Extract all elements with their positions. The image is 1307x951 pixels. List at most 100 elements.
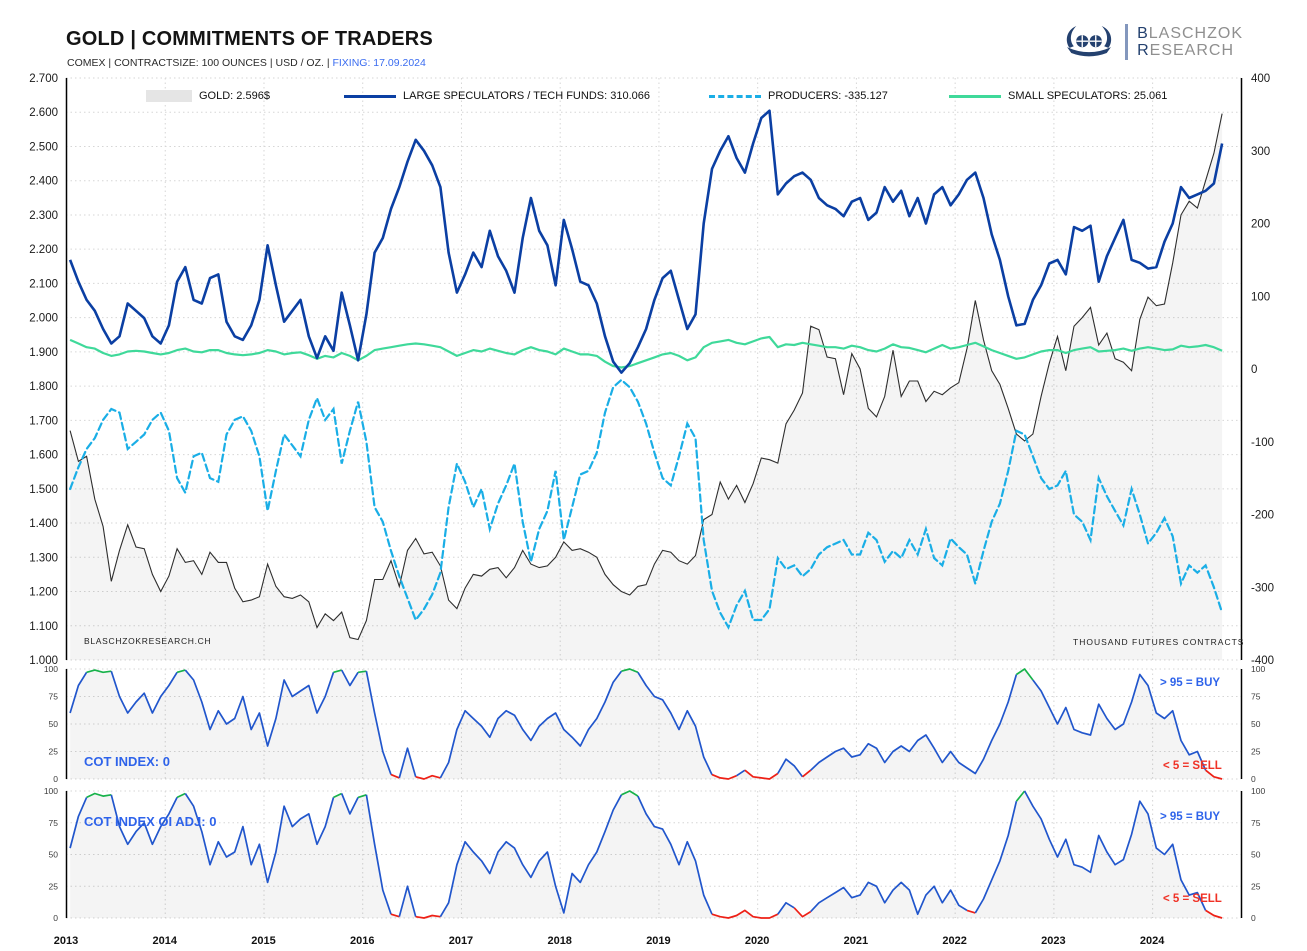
cot-line-segment <box>357 793 367 799</box>
axis-tick-label: 25 <box>49 881 59 891</box>
cot-line-segment <box>1205 769 1223 780</box>
subtitle-text: COMEX | CONTRACTSIZE: 100 OUNCES | USD /… <box>67 57 333 69</box>
cot-line-segment <box>810 881 968 916</box>
legend-item-large-specs: LARGE SPECULATORS / TECH FUNDS: 310.066 <box>344 89 650 103</box>
axis-tick-label: 1.400 <box>29 518 58 530</box>
axis-tick-label: 1.200 <box>29 587 58 599</box>
gold-area <box>70 113 1223 661</box>
producers-dashed-swatch <box>709 94 761 98</box>
axis-tick-label: 50 <box>49 850 59 860</box>
cot-line-segment <box>439 670 623 779</box>
right-axis-unit-note: THOUSAND FUTURES CONTRACTS <box>1073 637 1245 647</box>
axis-tick-label: 2023 <box>1041 935 1065 947</box>
subtitle: COMEX | CONTRACTSIZE: 100 OUNCES | USD /… <box>67 57 426 69</box>
logo-line1-cap: B <box>1137 25 1149 42</box>
cot-line-segment <box>966 909 976 914</box>
axis-tick-label: 25 <box>1251 747 1261 757</box>
axis-tick-label: 0 <box>1251 774 1256 784</box>
axis-tick-label: 1.300 <box>29 552 58 564</box>
cot-index-sell-threshold-label: < 5 = SELL <box>1163 760 1222 772</box>
logo-line1: LASCHZOK <box>1148 25 1243 42</box>
large-specs-line <box>68 109 1224 374</box>
logo-text: BLASCHZOK RESEARCH <box>1137 25 1243 59</box>
cot-line-segment <box>777 758 804 778</box>
logo-divider <box>1125 24 1129 60</box>
fixing-date: FIXING: 17.09.2024 <box>332 57 426 69</box>
axis-tick-label: 1.600 <box>29 450 58 462</box>
legend-label-producers: PRODUCERS: -335.127 <box>768 90 888 102</box>
cot-line-segment <box>793 907 812 918</box>
axis-tick-label: 2014 <box>152 935 177 947</box>
cot-line-segment <box>69 797 88 849</box>
cot-line-segment <box>365 794 392 915</box>
cot-line-segment <box>184 793 335 884</box>
cot-index-oi-adj-label: COT INDEX OI ADJ: 0 <box>84 814 217 829</box>
axis-tick-label: 2.600 <box>29 107 58 119</box>
cot-line-segment <box>1015 668 1034 681</box>
axis-tick-label: 100 <box>44 664 58 674</box>
cot-line-segment <box>333 792 343 799</box>
large-specs-line-swatch <box>344 94 396 98</box>
axis-tick-label: 2018 <box>547 935 571 947</box>
axis-tick-label: -200 <box>1251 510 1274 522</box>
small-specs-line <box>69 335 1223 369</box>
axis-tick-label: 2019 <box>646 935 670 947</box>
cot-line-segment <box>974 801 1018 914</box>
cot-line-segment <box>777 901 795 915</box>
watermark: BLASCHZOKRESEARCH.CH <box>84 636 212 646</box>
cot-oi-buy-threshold-label: > 95 = BUY <box>1160 811 1221 823</box>
cot-line-segment <box>86 669 112 674</box>
cot-area <box>70 791 1223 918</box>
cot-line-segment <box>711 909 779 919</box>
cot-line-segment <box>184 669 335 747</box>
axis-tick-label: 75 <box>49 692 59 702</box>
axis-tick-label: 75 <box>49 818 59 828</box>
axis-tick-label: 1.000 <box>29 655 58 667</box>
logo-line2-cap: R <box>1137 42 1150 59</box>
cot-line-segment <box>69 671 88 714</box>
axis-tick-label: 0 <box>1251 364 1257 376</box>
logo-line2: ESEARCH <box>1149 42 1234 59</box>
axis-tick-label: 75 <box>1251 692 1261 702</box>
cot-line-segment <box>86 792 112 799</box>
cot-line-segment <box>637 671 713 775</box>
axis-tick-label: 50 <box>49 719 59 729</box>
axis-tick-label: 2024 <box>1140 935 1165 947</box>
axis-tick-label: 1.800 <box>29 381 58 393</box>
cot-line-segment <box>390 773 400 779</box>
cot-line-segment <box>357 670 367 674</box>
cot-line-segment <box>637 795 713 915</box>
axis-tick-label: 25 <box>1251 881 1261 891</box>
cot-line-segment <box>810 674 1018 775</box>
axis-tick-label: 1.100 <box>29 621 58 633</box>
gold-line <box>69 113 1223 641</box>
cot-line-segment <box>801 769 812 778</box>
axis-tick-label: 0 <box>53 774 58 784</box>
axis-tick-label: 2017 <box>449 935 473 947</box>
cot-line-segment <box>333 669 342 674</box>
cot-line-segment <box>1023 790 1207 911</box>
legend-label-large-specs: LARGE SPECULATORS / TECH FUNDS: 310.066 <box>403 90 650 102</box>
axis-tick-label: -400 <box>1251 655 1274 667</box>
cot-line-segment <box>176 669 186 674</box>
cot-line-segment <box>711 773 737 780</box>
axis-tick-label: -100 <box>1251 437 1274 449</box>
viking-ship-icon <box>1066 25 1112 57</box>
axis-tick-label: 2.000 <box>29 313 58 325</box>
cot-index-buy-threshold-label: > 95 = BUY <box>1160 677 1221 689</box>
axis-tick-label: 2013 <box>54 935 78 947</box>
axis-tick-label: 25 <box>49 747 59 757</box>
legend-label-gold: GOLD: 2.596$ <box>199 90 270 102</box>
cot-line-segment <box>340 793 359 815</box>
axis-tick-label: 2.500 <box>29 141 58 153</box>
cot-line-segment <box>340 669 359 687</box>
axis-tick-label: 2022 <box>942 935 966 947</box>
cot-line-segment <box>365 671 392 775</box>
axis-tick-label: 2.200 <box>29 244 58 256</box>
cot-area <box>70 669 1223 779</box>
producers-line <box>69 378 1224 630</box>
axis-tick-label: 50 <box>1251 719 1261 729</box>
cot-line-segment <box>398 885 417 917</box>
axis-tick-label: 50 <box>1251 850 1261 860</box>
